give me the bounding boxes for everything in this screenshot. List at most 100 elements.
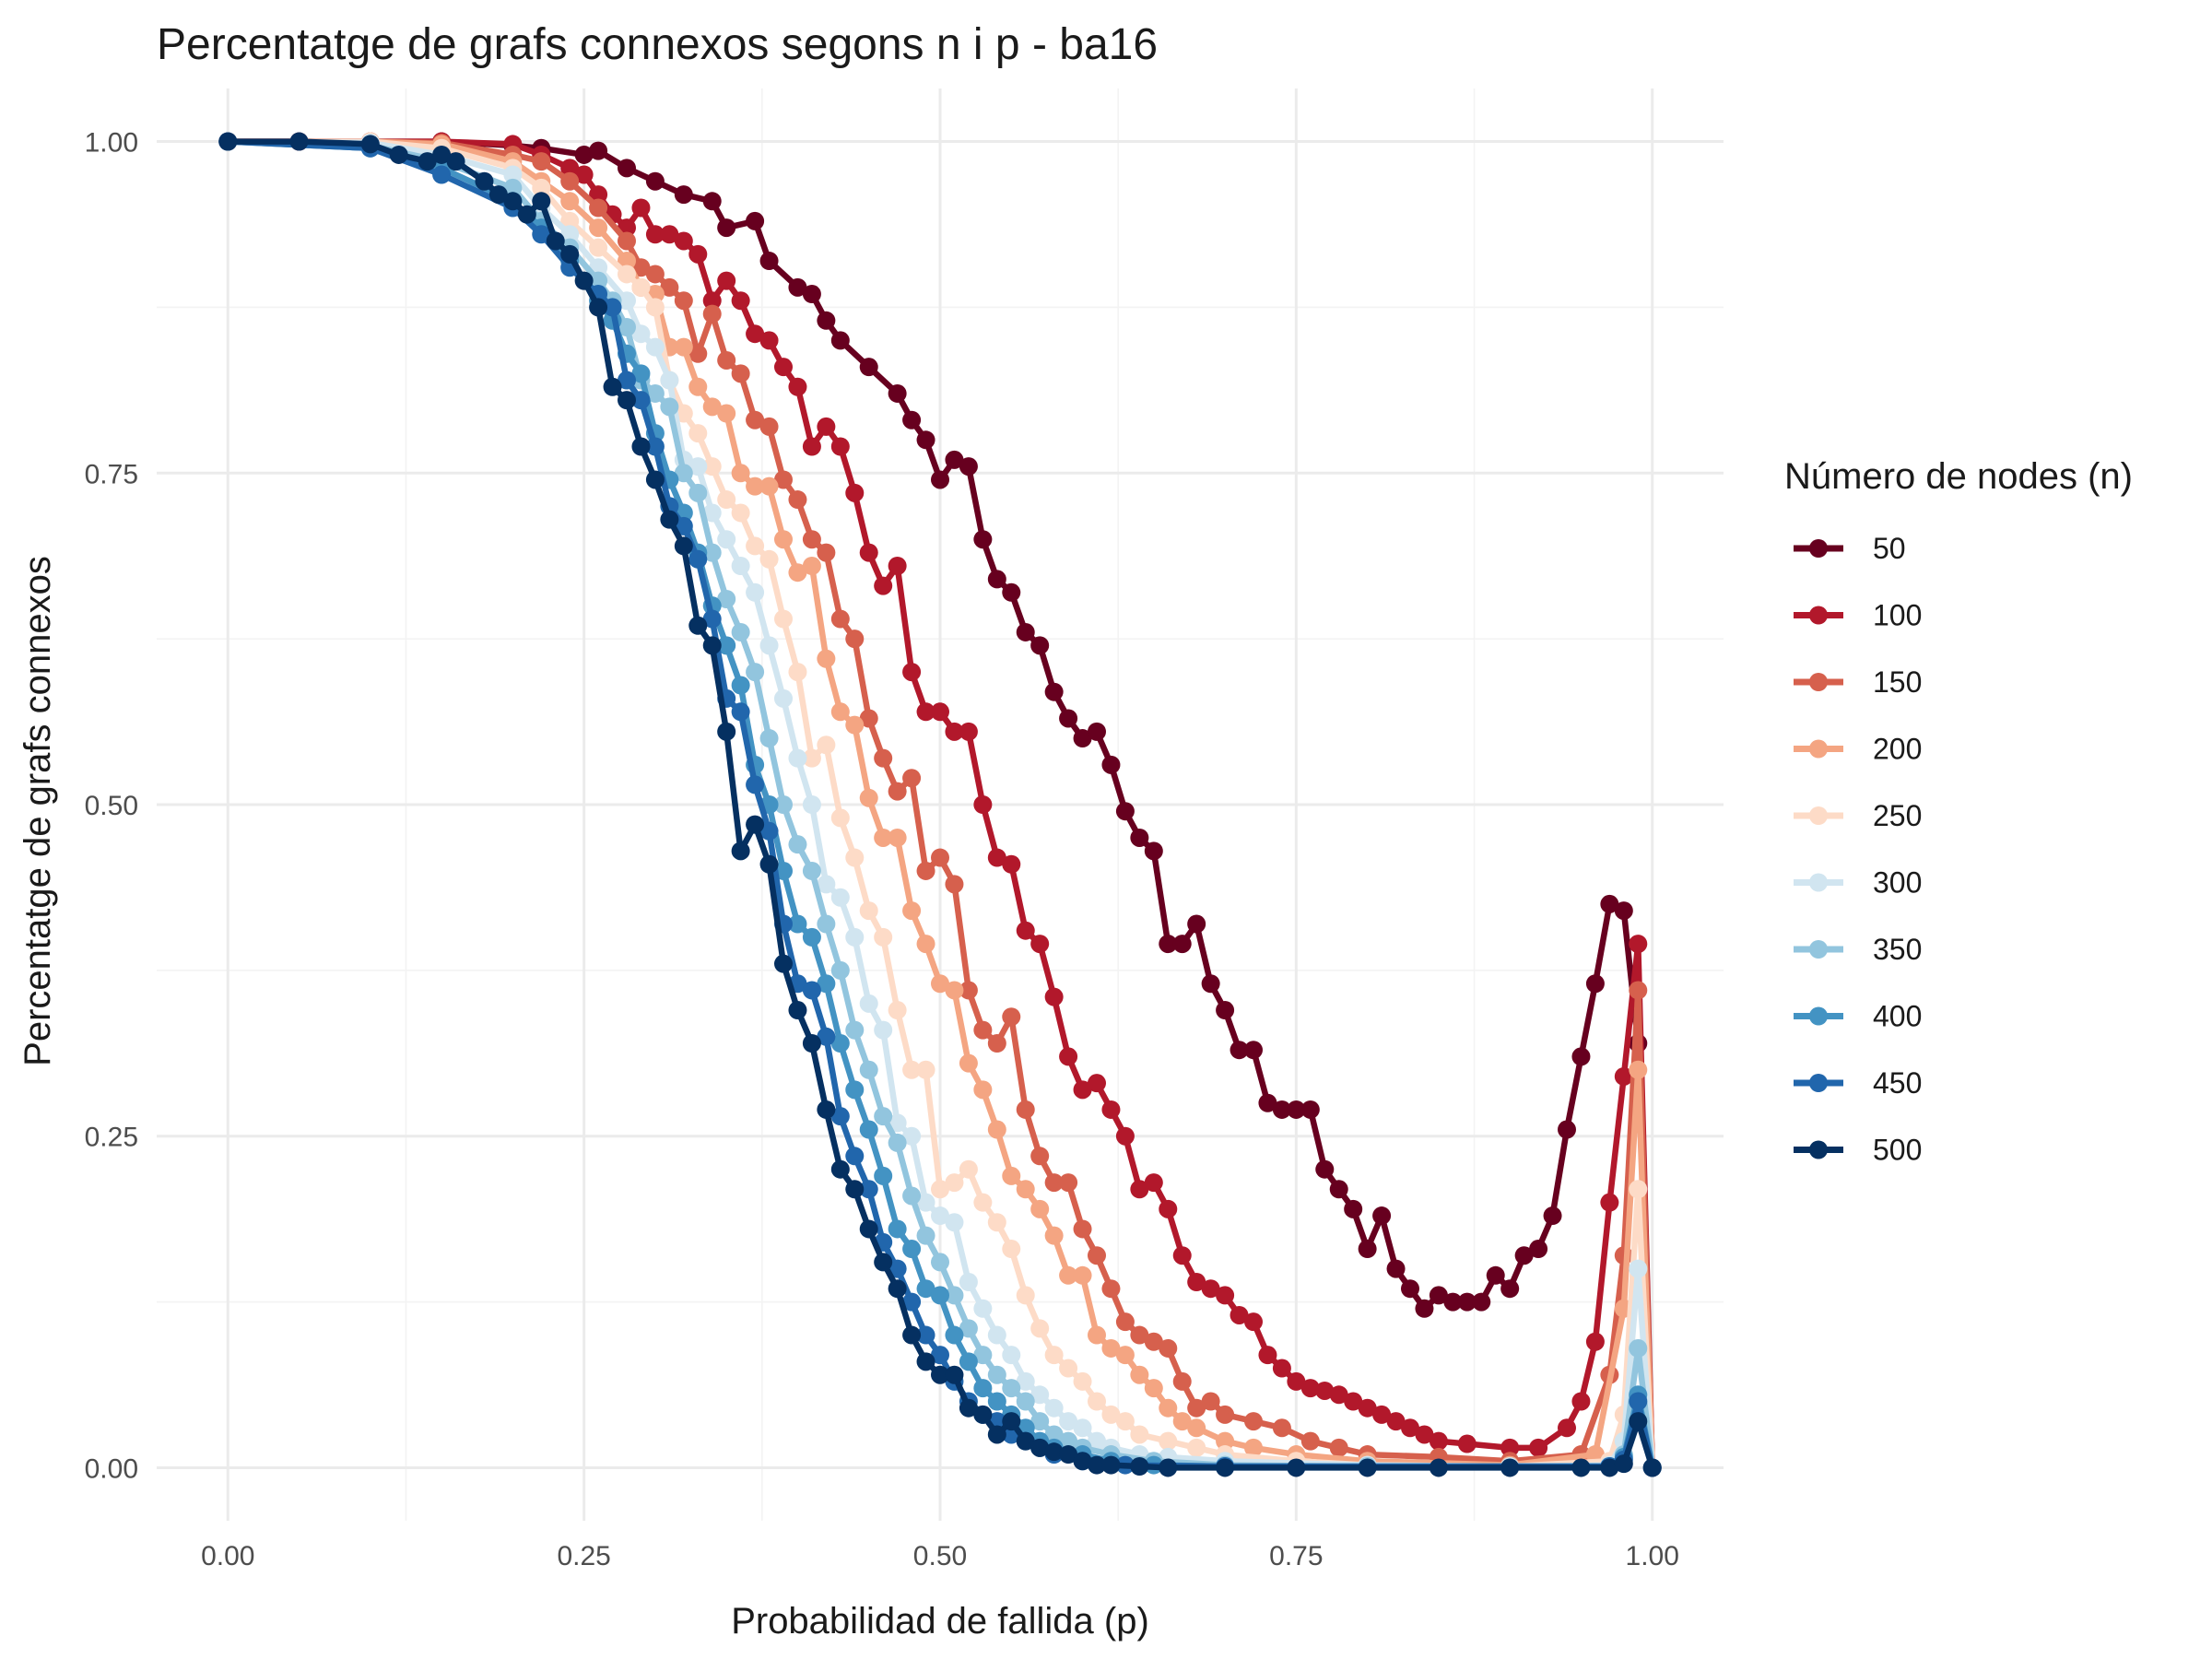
- y-axis-title: Percentatge de grafs connexos: [18, 556, 58, 1066]
- data-point: [389, 145, 408, 164]
- data-point: [645, 265, 665, 284]
- data-point: [1130, 1325, 1149, 1345]
- data-point: [1216, 1458, 1235, 1477]
- data-point: [446, 152, 465, 171]
- data-point: [618, 391, 636, 410]
- x-tick-label: 0.75: [1269, 1541, 1323, 1571]
- data-point: [1159, 1431, 1178, 1451]
- legend-key-point: [1809, 1074, 1828, 1092]
- data-point: [916, 430, 935, 450]
- data-point: [1088, 1392, 1106, 1411]
- data-point: [1187, 914, 1206, 934]
- data-point: [1329, 1180, 1348, 1199]
- data-point: [874, 828, 893, 847]
- data-point: [645, 437, 665, 456]
- legend-label: 50: [1873, 532, 1906, 565]
- data-point: [660, 277, 679, 297]
- data-point: [1030, 1199, 1050, 1218]
- data-point: [973, 1379, 993, 1398]
- data-point: [859, 1180, 878, 1199]
- data-point: [1115, 1126, 1135, 1146]
- y-tick-label: 0.50: [85, 791, 138, 821]
- legend-label: 300: [1873, 866, 1922, 900]
- data-point: [902, 1060, 922, 1079]
- x-tick-label: 0.25: [557, 1541, 610, 1571]
- data-point: [987, 570, 1006, 589]
- data-point: [1159, 1199, 1178, 1218]
- data-point: [759, 636, 779, 655]
- data-point: [1101, 1405, 1121, 1424]
- data-point: [660, 397, 679, 417]
- data-point: [802, 861, 821, 880]
- data-point: [731, 291, 750, 311]
- data-point: [1073, 1418, 1092, 1438]
- data-point: [717, 350, 736, 370]
- data-point: [731, 622, 750, 641]
- data-point: [631, 437, 651, 456]
- data-point: [702, 397, 722, 417]
- data-point: [1144, 1332, 1163, 1351]
- data-point: [1585, 974, 1605, 994]
- data-point: [1401, 1418, 1419, 1438]
- data-point: [802, 285, 821, 304]
- data-point: [1629, 1412, 1648, 1431]
- data-point: [1429, 1431, 1448, 1451]
- data-point: [817, 1100, 836, 1119]
- data-point: [788, 277, 807, 297]
- data-point: [817, 543, 836, 562]
- data-point: [746, 324, 765, 344]
- data-point: [774, 358, 793, 377]
- data-point: [902, 1325, 922, 1345]
- data-point: [1044, 1425, 1064, 1444]
- data-point: [532, 178, 551, 197]
- data-point: [902, 1126, 922, 1146]
- data-point: [945, 1173, 964, 1193]
- data-point: [1287, 1458, 1306, 1477]
- data-point: [759, 477, 779, 496]
- data-point: [1244, 1412, 1263, 1431]
- data-point: [959, 1352, 978, 1371]
- data-point: [702, 636, 722, 655]
- data-point: [746, 775, 765, 794]
- data-point: [1088, 1074, 1106, 1093]
- data-point: [717, 404, 736, 423]
- data-point: [987, 1034, 1006, 1053]
- data-point: [1002, 1166, 1021, 1185]
- data-point: [1073, 729, 1092, 748]
- data-point: [859, 1060, 878, 1079]
- y-tick-label: 0.75: [85, 459, 138, 489]
- data-point: [1059, 1359, 1078, 1378]
- data-point: [874, 576, 893, 595]
- data-point: [1500, 1279, 1520, 1299]
- data-point: [759, 417, 779, 436]
- legend-label: 400: [1873, 1000, 1922, 1033]
- data-point: [888, 782, 907, 801]
- data-point: [959, 1053, 978, 1073]
- legend-item: 150: [1794, 665, 1922, 699]
- data-point: [560, 211, 580, 230]
- data-point: [618, 318, 636, 336]
- data-point: [931, 1180, 949, 1199]
- legend-label: 250: [1873, 799, 1922, 832]
- data-point: [503, 165, 523, 184]
- data-point: [1059, 1265, 1078, 1285]
- data-point: [618, 159, 636, 178]
- data-point: [916, 1279, 935, 1299]
- data-point: [1002, 1346, 1021, 1365]
- data-point: [1144, 1379, 1163, 1398]
- data-point: [817, 311, 836, 330]
- data-point: [874, 1107, 893, 1126]
- data-point: [959, 1319, 978, 1338]
- data-point: [1600, 1193, 1619, 1212]
- data-point: [1329, 1385, 1348, 1405]
- data-point: [1172, 1246, 1192, 1265]
- legend-key-point: [1809, 940, 1828, 959]
- data-point: [959, 1273, 978, 1291]
- data-point: [218, 132, 238, 151]
- data-point: [1101, 755, 1121, 774]
- data-point: [631, 391, 651, 410]
- data-point: [1558, 1120, 1576, 1139]
- data-point: [1272, 1100, 1291, 1119]
- legend-key-point: [1809, 873, 1828, 892]
- data-point: [717, 271, 736, 290]
